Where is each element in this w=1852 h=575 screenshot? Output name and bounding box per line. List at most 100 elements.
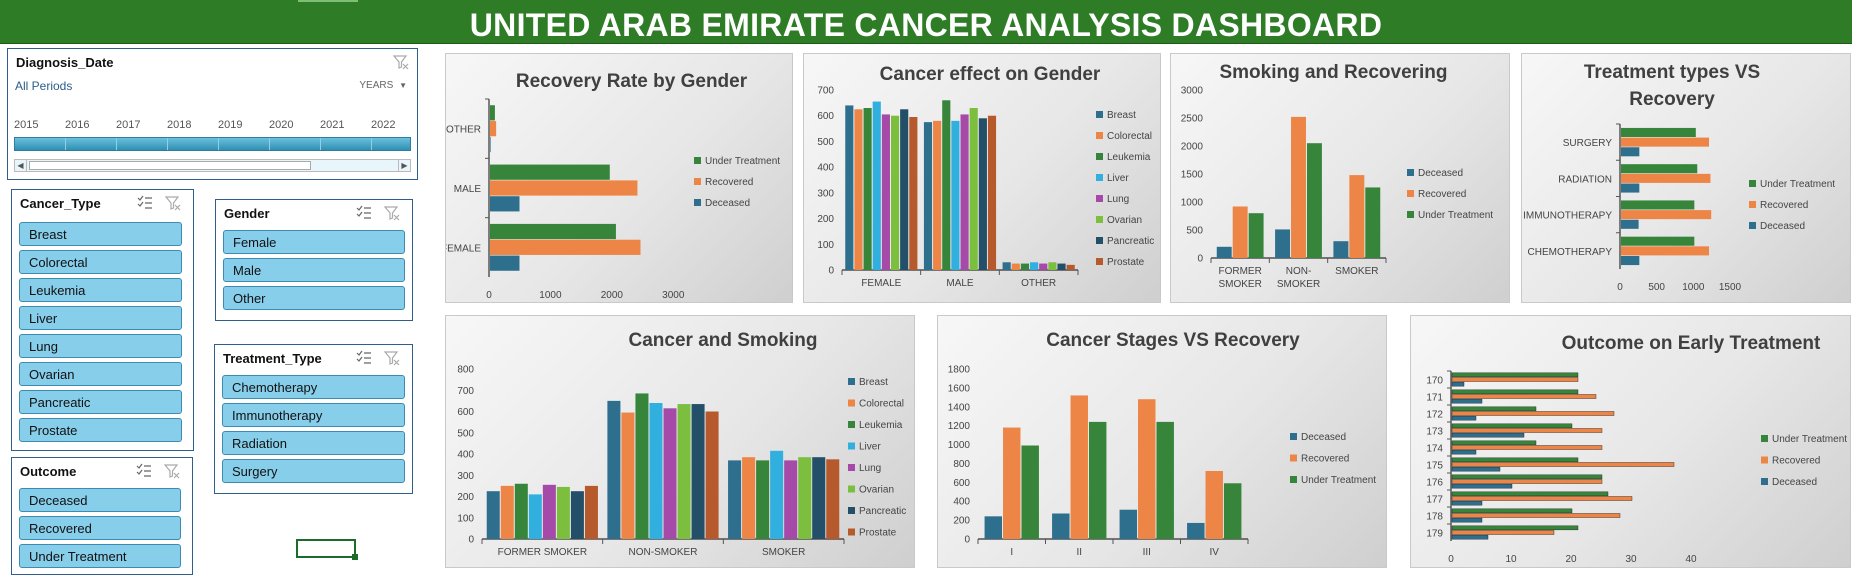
chart-svg: Smoking and Recovering 0 500 1000 1500 2000 25… [1181,62,1494,290]
chart-svg: Cancer effect on Gender 0 100 200 300 400 500 6… [817,64,1154,289]
multi-select-icon[interactable] [137,195,153,211]
slicer-item-other[interactable]: Other [223,286,405,310]
y-tick-label: 100 [457,513,474,524]
chart-cancer-effect-on-gender[interactable]: Cancer effect on Gender 0 100 200 300 400 500 6… [803,53,1161,303]
clear-filter-icon[interactable] [384,350,400,366]
slicer-item-male[interactable]: Male [223,258,405,282]
slicer-item-leukemia[interactable]: Leukemia [19,278,182,302]
selected-cell[interactable] [296,539,358,560]
bar-under-treatment-female [490,223,616,240]
slicer-item-liver[interactable]: Liver [19,306,182,330]
legend-label-under-treatment: Under Treatment [705,156,780,167]
x-tick-label: 30 [1625,554,1637,565]
diagnosis-date-timeline[interactable]: Diagnosis_Date All Periods YEARS ▼ 2015 … [7,48,418,180]
slicer-item-surgery[interactable]: Surgery [222,459,405,483]
bar-under-treatment-former-smoker [1248,213,1264,258]
slicer-item-immunotherapy[interactable]: Immunotherapy [222,403,405,427]
timeline-year: 2022 [371,119,396,131]
bar-prostate-male [987,115,997,270]
slicer-item-under-treatment[interactable]: Under Treatment [19,544,181,568]
chart-cancer-stages-vs-recovery[interactable]: Cancer Stages VS Recovery 0 200 400 600 800 10… [937,315,1387,568]
bar-deceased-former-smoker [1216,246,1232,258]
timeline-selection-bar[interactable] [14,137,411,151]
clear-filter-icon[interactable] [384,205,400,221]
y-tick-label: 500 [817,137,834,148]
legend-label-under-treatment: Under Treatment [1760,179,1835,190]
x-tick-label: MALE [946,278,974,289]
legend-label-prostate: Prostate [859,528,897,539]
fill-handle[interactable] [352,554,358,560]
legend-swatch-breast [1096,111,1103,118]
bar-breast-female [845,105,854,270]
scrollbar-thumb[interactable] [29,161,311,170]
y-tick-label: 173 [1426,427,1443,438]
bar-deceased-177 [1451,500,1483,506]
bar-pancreatic-former-smoker [570,491,584,539]
bar-under-treatment-172 [1451,406,1537,412]
chart-svg: Outcome on Early Treatment 0 10 20 30 40 170 17… [1426,333,1847,565]
x-tick-label: SMOKER [1277,279,1320,290]
legend-label-deceased: Deceased [1772,477,1817,488]
outcome-slicer: Outcome Deceased Recovered Under Treatme… [11,457,193,575]
slicer-item-deceased[interactable]: Deceased [19,488,181,512]
clear-filter-icon[interactable] [393,54,409,70]
bar-pancreatic-other [1057,263,1066,270]
timeline-level-label: YEARS [359,80,394,91]
bar-deceased-male [490,196,520,212]
legend-label-liver: Liver [1107,173,1129,184]
x-tick-label: 20 [1565,554,1577,565]
chart-svg: Treatment types VS Recovery 0 500 1000 1500 CH… [1523,62,1835,293]
legend-swatch-ovarian [848,485,855,493]
slicer-item-chemotherapy[interactable]: Chemotherapy [222,375,405,399]
treatment-type-slicer-header: Treatment_Type [223,351,322,366]
legend-label-recovered: Recovered [1301,454,1349,465]
bar-prostate-former-smoker [584,485,598,539]
bar-prostate-non-smoker [705,411,719,539]
multi-select-icon[interactable] [136,463,152,479]
clear-filter-icon[interactable] [164,463,180,479]
clear-filter-icon[interactable] [165,195,181,211]
bar-breast-smoker [728,460,742,539]
slicer-item-colorectal[interactable]: Colorectal [19,250,182,274]
bar-under-treatment-177 [1451,491,1609,497]
chart-outcome-on-early-treatment[interactable]: Outcome on Early Treatment 0 10 20 30 40 170 17… [1410,315,1851,568]
header-accent [298,0,358,2]
chart-treatment-types-vs-recovery[interactable]: Treatment types VS Recovery 0 500 1000 1500 CH… [1521,53,1851,303]
bar-recovered-173 [1451,428,1603,433]
x-tick-label: 1000 [539,290,562,301]
scroll-right-icon[interactable]: ▶ [398,160,410,171]
slicer-item-lung[interactable]: Lung [19,334,182,358]
multi-select-icon[interactable] [356,350,372,366]
chart-title: Treatment types VS [1584,62,1760,83]
bar-colorectal-former-smoker [500,485,514,539]
bar-recovered-chemotherapy [1621,246,1709,256]
legend-label-colorectal: Colorectal [859,399,904,410]
bar-liver-non-smoker [649,403,663,539]
scroll-left-icon[interactable]: ◀ [15,160,27,171]
bar-leukemia-non-smoker [635,393,649,539]
chart-cancer-and-smoking[interactable]: Cancer and Smoking 0 100 200 300 400 500 600 700… [445,315,915,568]
treatment-type-slicer: Treatment_Type Chemotherapy Immunotherap… [214,344,413,494]
multi-select-icon[interactable] [356,205,372,221]
slicer-item-pancreatic[interactable]: Pancreatic [19,390,182,414]
slicer-item-female[interactable]: Female [223,230,405,254]
legend-swatch-colorectal [848,399,855,407]
legend-swatch-deceased [1761,478,1768,485]
slicer-item-prostate[interactable]: Prostate [19,418,182,442]
bar-lung-smoker [784,460,798,539]
x-tick-label: 1500 [1719,282,1742,293]
timeline-header: Diagnosis_Date [16,55,114,70]
slicer-item-radiation[interactable]: Radiation [222,431,405,455]
timeline-scrollbar[interactable]: ◀ ▶ [14,159,411,172]
timeline-level-select[interactable]: YEARS ▼ [359,80,407,91]
y-tick-label: 170 [1426,376,1443,387]
chart-recovery-rate-by-gender[interactable]: Recovery Rate by Gender 0 1000 2000 3000 FEMA… [445,53,793,303]
slicer-item-recovered[interactable]: Recovered [19,516,181,540]
chart-smoking-and-recovering[interactable]: Smoking and Recovering 0 500 1000 1500 2000 25… [1170,53,1510,303]
x-tick-label: II [1076,547,1082,558]
legend-label-recovered: Recovered [1760,200,1808,211]
slicer-item-ovarian[interactable]: Ovarian [19,362,182,386]
slicer-item-breast[interactable]: Breast [19,222,182,246]
chart-svg: Cancer Stages VS Recovery 0 200 400 600 800 10… [948,330,1377,558]
timeline-period-label: All Periods [15,79,73,93]
